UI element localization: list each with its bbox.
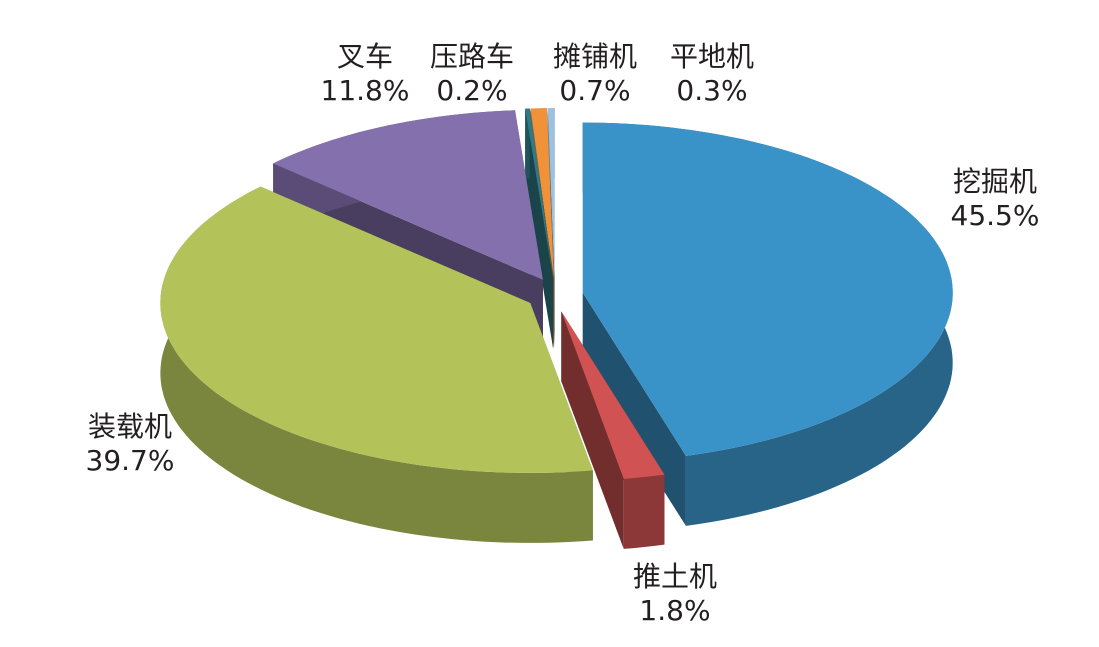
- value-label: 0.3%: [676, 74, 747, 107]
- value-label: 39.7%: [86, 444, 175, 477]
- slice-label: 平地机: [670, 40, 754, 73]
- tops: [160, 108, 953, 479]
- value-label: 45.5%: [951, 199, 1040, 232]
- slice: [525, 108, 554, 279]
- slice-label: 叉车: [337, 40, 393, 73]
- slice: [160, 186, 593, 473]
- slice-wall: [623, 474, 665, 549]
- slice-wall: [160, 186, 593, 543]
- slice-label: 摊铺机: [553, 40, 637, 73]
- value-label: 11.8%: [321, 74, 410, 107]
- slice: [561, 311, 665, 479]
- slice: [547, 108, 555, 279]
- value-label: 0.2%: [436, 74, 507, 107]
- slice-side: [582, 292, 686, 526]
- slice: [273, 110, 543, 280]
- slice-label: 压路车: [430, 40, 514, 73]
- slice-label: 推土机: [633, 560, 717, 593]
- slice-side: [561, 311, 624, 549]
- slice: [530, 108, 554, 279]
- value-label: 0.7%: [559, 74, 630, 107]
- slice-label: 装载机: [88, 410, 172, 443]
- value-label: 1.8%: [639, 594, 710, 627]
- slice: [582, 122, 953, 456]
- slice-label: 挖掘机: [953, 165, 1037, 198]
